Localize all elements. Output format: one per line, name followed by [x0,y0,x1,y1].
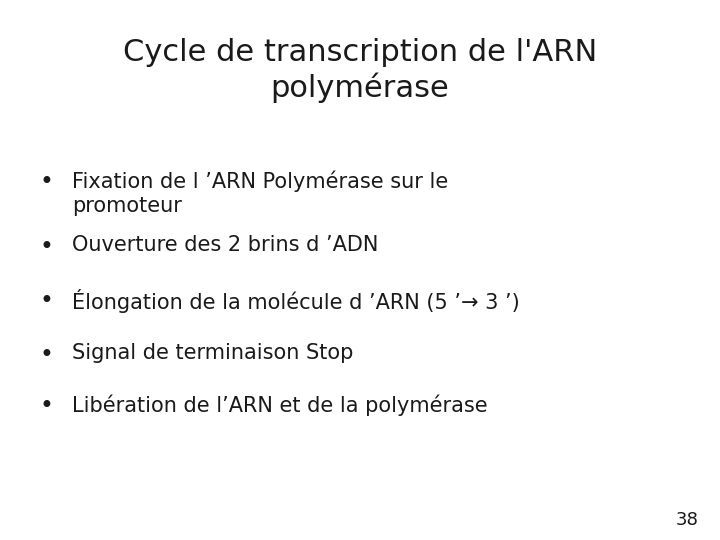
Text: Élongation de la molécule d ’ARN (5 ’→ 3 ’): Élongation de la molécule d ’ARN (5 ’→ 3… [72,289,520,313]
Text: Fixation de l ’ARN Polymérase sur le
promoteur: Fixation de l ’ARN Polymérase sur le pro… [72,170,449,217]
Text: 38: 38 [675,511,698,529]
Text: •: • [40,235,53,259]
Text: Signal de terminaison Stop: Signal de terminaison Stop [72,343,354,363]
Text: Ouverture des 2 brins d ’ADN: Ouverture des 2 brins d ’ADN [72,235,379,255]
Text: •: • [40,170,53,194]
Text: Libération de l’ARN et de la polymérase: Libération de l’ARN et de la polymérase [72,394,487,416]
Text: •: • [40,343,53,367]
Text: •: • [40,394,53,418]
Text: Cycle de transcription de l'ARN
polymérase: Cycle de transcription de l'ARN polyméra… [123,38,597,104]
Text: •: • [40,289,53,313]
